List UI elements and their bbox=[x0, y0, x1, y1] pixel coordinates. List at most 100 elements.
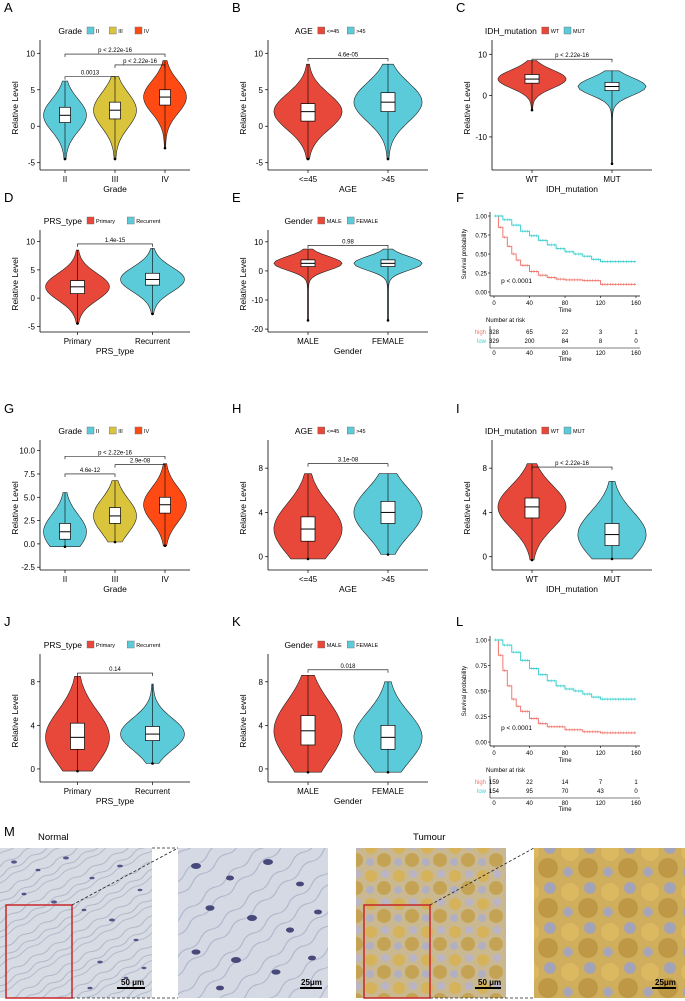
x-tick-label: 80 bbox=[562, 301, 569, 307]
panel-h: H AGE <=45 >45 0 4 8 Relative Level <=45 >45 AGE 3.… bbox=[232, 401, 428, 594]
risk-x-tick-label: 40 bbox=[526, 801, 533, 807]
legend-label: Primary bbox=[96, 643, 115, 649]
legend-title: Grade bbox=[58, 426, 82, 436]
y-tick-label: -2.5 bbox=[21, 563, 35, 572]
y-tick-label: 5 bbox=[259, 86, 264, 95]
y-tick-label: 8 bbox=[259, 678, 264, 687]
legend-label: FEMALE bbox=[356, 643, 378, 649]
x-tick-label: IV bbox=[161, 175, 169, 184]
legend-swatch bbox=[86, 426, 95, 435]
pvalue-label: 2.9e-08 bbox=[130, 459, 151, 465]
pvalue-bracket bbox=[64, 53, 166, 58]
legend-swatch bbox=[347, 426, 355, 435]
x-axis-label: Grade bbox=[103, 584, 127, 594]
y-tick-label: 1.00 bbox=[475, 639, 487, 645]
pvalue-label: 4.6e-12 bbox=[80, 468, 101, 474]
legend-swatch bbox=[541, 426, 549, 435]
pvalue-bracket bbox=[307, 669, 389, 673]
y-tick-label: 7.5 bbox=[24, 470, 36, 479]
pvalue-label: 0.98 bbox=[342, 239, 354, 245]
pvalue-bracket bbox=[114, 64, 166, 68]
x-tick-label: 40 bbox=[526, 301, 533, 307]
outlier-point bbox=[113, 157, 117, 161]
legend-swatch bbox=[134, 426, 143, 435]
x-tick-label: MALE bbox=[297, 787, 319, 796]
y-axis-label: Survival probability bbox=[462, 666, 468, 716]
y-tick-label: 4 bbox=[259, 508, 264, 517]
legend-swatch bbox=[317, 216, 325, 225]
pvalue-bracket bbox=[307, 58, 389, 62]
legend-title: Grade bbox=[58, 26, 82, 36]
outlier-point bbox=[306, 319, 310, 322]
y-tick-label: 2.5 bbox=[24, 517, 36, 526]
panel-b: B AGE <=45 >45 -5 0 5 10 Relative Level <=45 >45 AG… bbox=[232, 0, 428, 194]
box bbox=[145, 726, 160, 741]
x-tick-label: WT bbox=[526, 175, 539, 184]
pvalue-bracket bbox=[64, 76, 116, 80]
legend-label: <=45 bbox=[327, 429, 340, 435]
x-tick-label: II bbox=[63, 175, 67, 184]
x-tick-label: 160 bbox=[631, 751, 642, 757]
risk-cell: 43 bbox=[597, 789, 604, 795]
risk-x-tick-label: 40 bbox=[526, 351, 533, 357]
legend-swatch bbox=[86, 640, 95, 649]
x-axis-label: AGE bbox=[339, 184, 357, 194]
outlier-point bbox=[63, 157, 67, 161]
normal-highmag-image bbox=[178, 848, 328, 998]
x-tick-label: Recurrent bbox=[135, 337, 171, 346]
y-tick-label: 0.25 bbox=[475, 715, 487, 721]
risk-cell: 22 bbox=[526, 780, 533, 786]
y-tick-label: 0 bbox=[483, 92, 488, 101]
panel-label-f: F bbox=[456, 190, 464, 205]
outlier-point bbox=[530, 108, 534, 112]
risk-cell: 3 bbox=[599, 330, 603, 336]
outlier-point bbox=[306, 770, 310, 774]
y-tick-label: 0.25 bbox=[475, 272, 487, 278]
panel-label-d: D bbox=[4, 190, 13, 205]
risk-cell: 328 bbox=[489, 330, 500, 336]
risk-cell: 7 bbox=[599, 780, 603, 786]
y-tick-label: 0.50 bbox=[475, 690, 487, 696]
y-tick-label: 0.50 bbox=[475, 253, 487, 259]
risk-cell: 329 bbox=[489, 339, 500, 345]
x-axis-label: Gender bbox=[334, 796, 363, 806]
outlier-point bbox=[63, 545, 67, 548]
panel-m: M Normal Tumour bbox=[0, 824, 685, 999]
outlier-point bbox=[163, 544, 167, 548]
risk-cell: 84 bbox=[562, 339, 569, 345]
y-tick-label: -5 bbox=[28, 159, 36, 168]
panel-j: J PRS_type Primary Recurrent 0 4 8 Relative Lev… bbox=[4, 614, 190, 806]
risk-label-low: low bbox=[477, 789, 487, 795]
x-tick-label: IV bbox=[161, 575, 169, 584]
x-tick-label: 160 bbox=[631, 301, 642, 307]
normal-scale-25: 25μm bbox=[301, 978, 322, 987]
legend-title: AGE bbox=[295, 426, 313, 436]
pvalue-label: 1.4e-15 bbox=[105, 238, 126, 244]
y-tick-label: 0 bbox=[259, 553, 264, 562]
risk-cell: 154 bbox=[489, 789, 500, 795]
legend-label: II bbox=[96, 429, 100, 435]
y-tick-label: 4 bbox=[259, 721, 264, 730]
y-axis-label: Relative Level bbox=[238, 257, 248, 311]
risk-cell: 159 bbox=[489, 780, 500, 786]
legend-swatch bbox=[347, 640, 355, 649]
x-tick-label: <=45 bbox=[299, 175, 318, 184]
pvalue-label: 0.14 bbox=[109, 667, 121, 673]
pvalue-bracket bbox=[77, 243, 153, 247]
risk-table-title: Number at risk bbox=[486, 768, 526, 774]
panel-label-c: C bbox=[456, 0, 465, 15]
x-axis-label: Time bbox=[558, 758, 572, 764]
normal-title: Normal bbox=[38, 832, 69, 843]
legend-swatch bbox=[347, 26, 355, 35]
pvalue-label: p < 2.22e-16 bbox=[555, 53, 590, 59]
legend-label: Recurrent bbox=[136, 219, 161, 225]
outlier-point bbox=[386, 770, 390, 774]
risk-label-high: high bbox=[475, 780, 486, 786]
x-tick-label: 0 bbox=[492, 751, 496, 757]
panel-label-e: E bbox=[232, 190, 241, 205]
pvalue-bracket bbox=[64, 473, 116, 477]
y-tick-label: -5 bbox=[256, 159, 264, 168]
legend-label: Recurrent bbox=[136, 643, 161, 649]
